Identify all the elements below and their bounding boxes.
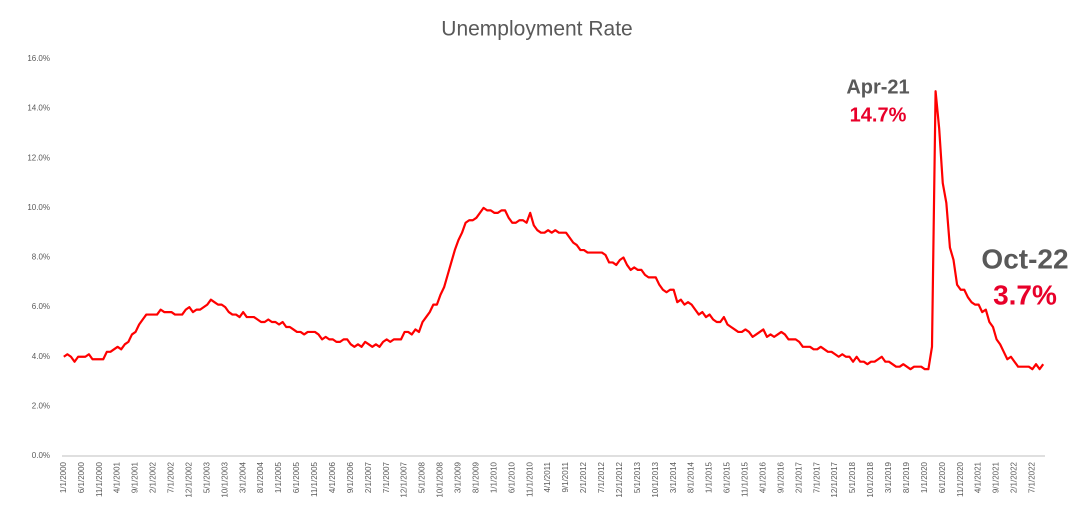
- x-tick-label: 7/1/2012: [597, 461, 606, 493]
- x-tick-label: 1/1/2005: [274, 461, 283, 493]
- x-tick-label: 8/1/2019: [902, 461, 911, 493]
- x-tick-label: 4/1/2011: [543, 461, 552, 492]
- x-tick-label: 10/1/2013: [651, 461, 660, 497]
- data-line: [63, 90, 1045, 371]
- x-tick-label: 3/1/2004: [238, 461, 247, 493]
- x-tick-label: 5/1/2013: [633, 461, 642, 493]
- x-tick-label: 10/1/2018: [866, 461, 875, 497]
- x-tick-label: 8/1/2014: [687, 461, 696, 493]
- annotation-label: Oct-22: [981, 243, 1068, 274]
- x-tick-label: 12/1/2012: [615, 461, 624, 497]
- x-tick-label: 6/1/2015: [723, 461, 732, 493]
- x-tick-label: 4/1/2001: [113, 461, 122, 493]
- x-tick-label: 4/1/2021: [974, 461, 983, 493]
- x-tick-label: 10/1/2008: [436, 461, 445, 497]
- y-tick-label: 16.0%: [27, 54, 50, 63]
- x-tick-label: 11/1/2010: [525, 461, 534, 497]
- x-tick-label: 3/1/2014: [669, 461, 678, 493]
- x-tick-label: 4/1/2006: [328, 461, 337, 493]
- x-tick-label: 1/1/2000: [59, 461, 68, 493]
- x-tick-label: 11/1/2005: [310, 461, 319, 497]
- y-tick-label: 6.0%: [32, 302, 50, 311]
- x-tick-label: 2/1/2012: [579, 461, 588, 493]
- x-tick-label: 2/1/2022: [1010, 461, 1019, 493]
- x-tick-label: 7/1/2002: [167, 461, 176, 493]
- y-tick-label: 12.0%: [27, 153, 50, 162]
- x-tick-label: 6/1/2010: [507, 461, 516, 493]
- x-tick-label: 1/1/2015: [705, 461, 714, 493]
- annotation-label: Apr-21: [846, 76, 909, 98]
- y-tick-label: 14.0%: [27, 104, 50, 113]
- chart-title: Unemployment Rate: [441, 18, 632, 41]
- x-tick-label: 5/1/2003: [202, 461, 211, 493]
- x-tick-label: 7/1/2017: [812, 461, 821, 493]
- x-tick-label: 4/1/2016: [758, 461, 767, 493]
- x-tick-label: 7/1/2007: [382, 461, 391, 493]
- x-tick-label: 9/1/2016: [776, 461, 785, 493]
- x-tick-label: 11/1/2015: [741, 461, 750, 497]
- x-tick-label: 9/1/2006: [346, 461, 355, 493]
- x-tick-label: 9/1/2011: [561, 461, 570, 492]
- x-tick-label: 5/1/2018: [848, 461, 857, 493]
- x-tick-label: 3/1/2019: [884, 461, 893, 493]
- x-tick-label: 1/1/2020: [920, 461, 929, 493]
- y-tick-label: 8.0%: [32, 253, 50, 262]
- x-tick-label: 2/1/2002: [149, 461, 158, 493]
- x-tick-label: 12/1/2017: [830, 461, 839, 497]
- x-tick-label: 6/1/2000: [77, 461, 86, 493]
- x-tick-label: 8/1/2009: [471, 461, 480, 493]
- x-tick-label: 8/1/2004: [256, 461, 265, 493]
- x-tick-label: 2/1/2017: [794, 461, 803, 493]
- x-tick-label: 6/1/2005: [292, 461, 301, 493]
- y-tick-label: 4.0%: [32, 352, 50, 361]
- x-tick-label: 6/1/2020: [938, 461, 947, 493]
- x-tick-label: 11/1/2000: [95, 461, 104, 497]
- y-tick-label: 0.0%: [32, 451, 50, 460]
- x-tick-label: 12/1/2007: [400, 461, 409, 497]
- y-tick-label: 10.0%: [27, 203, 50, 212]
- x-tick-label: 2/1/2007: [364, 461, 373, 493]
- annotation-value: 3.7%: [993, 279, 1057, 310]
- x-tick-label: 7/1/2022: [1028, 461, 1037, 493]
- x-tick-label: 11/1/2020: [956, 461, 965, 497]
- x-tick-label: 3/1/2009: [454, 461, 463, 493]
- x-tick-label: 12/1/2002: [184, 461, 193, 497]
- y-tick-label: 2.0%: [32, 401, 50, 410]
- x-tick-label: 9/1/2001: [131, 461, 140, 493]
- annotation-value: 14.7%: [850, 104, 907, 126]
- x-tick-label: 9/1/2021: [992, 461, 1001, 493]
- x-tick-label: 1/1/2010: [489, 461, 498, 493]
- x-tick-label: 5/1/2008: [418, 461, 427, 493]
- x-tick-label: 10/1/2003: [220, 461, 229, 497]
